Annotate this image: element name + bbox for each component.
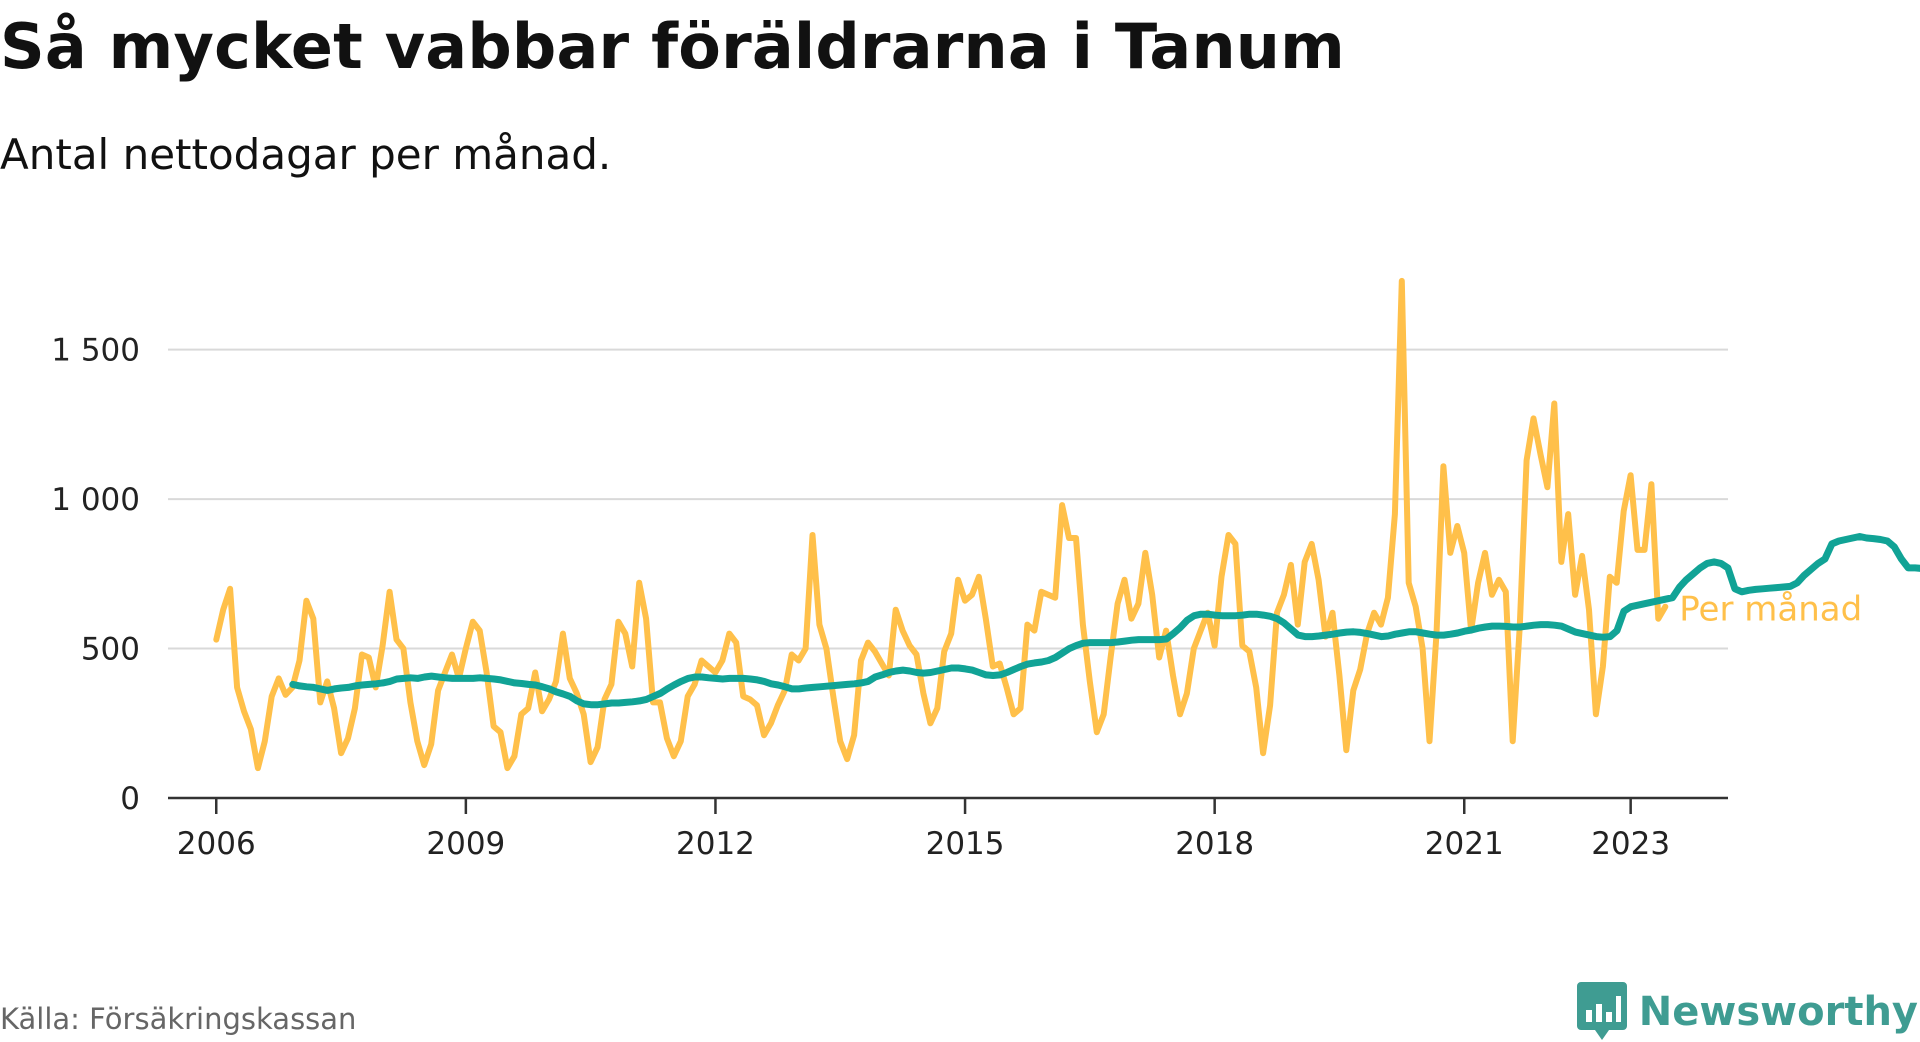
x-tick-label: 2023	[1591, 826, 1670, 862]
x-tick-label: 2018	[1175, 826, 1254, 862]
series-lines	[213, 277, 1920, 772]
x-tick-label: 2012	[676, 826, 755, 862]
series-label-per-manad: Per månad	[1679, 590, 1862, 630]
bar-chart-speech-bubble-icon	[1576, 982, 1627, 1040]
y-tick-label: 1 000	[51, 482, 140, 518]
y-tick-label: 1 500	[51, 333, 140, 369]
chart-title: Så mycket vabbar föräldrarna i Tanum	[0, 10, 1345, 83]
brand-name: Newsworthy	[1638, 989, 1918, 1035]
x-tick-label: 2006	[177, 826, 256, 862]
y-tick-label: 0	[120, 781, 140, 817]
x-tick-label: 2021	[1425, 826, 1504, 862]
y-tick-label: 500	[81, 632, 140, 668]
gridlines	[168, 348, 1728, 650]
x-tick-label: 2015	[926, 826, 1005, 862]
series-line-per-manad	[213, 277, 1669, 772]
series-labels: Per månadTrend	[1679, 590, 1862, 630]
brand-logo: Newsworthy	[1576, 982, 1918, 1042]
x-tick-label: 2009	[426, 826, 505, 862]
source-note: Källa: Försäkringskassan	[0, 1002, 357, 1036]
series-line-trend	[289, 533, 1920, 709]
line-chart: 0 500 1 000 1 500 2006 2009 2012 2015 2018 2021 20…	[51, 277, 1920, 862]
axes: 0 500 1 000 1 500 2006 2009 2012 2015 2018 2021 20…	[51, 333, 1728, 862]
chart-subtitle: Antal nettodagar per månad.	[0, 130, 612, 179]
